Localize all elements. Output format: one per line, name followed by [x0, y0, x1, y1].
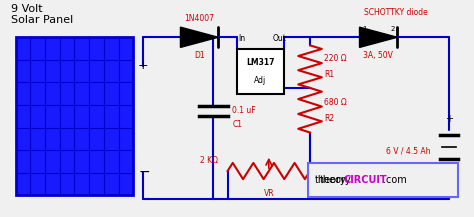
Text: Out: Out — [273, 34, 286, 43]
Text: D1: D1 — [194, 51, 205, 61]
Text: theory: theory — [320, 175, 352, 185]
Text: 9 Volt
Solar Panel: 9 Volt Solar Panel — [11, 3, 73, 25]
Text: C1: C1 — [232, 120, 242, 129]
Text: R2: R2 — [324, 114, 334, 123]
Text: 3A, 50V: 3A, 50V — [364, 51, 393, 61]
Text: CIRCUIT: CIRCUIT — [344, 175, 388, 185]
Text: 220 Ω: 220 Ω — [324, 54, 347, 63]
Text: Adj: Adj — [255, 76, 267, 85]
Text: LM317: LM317 — [246, 58, 275, 67]
Text: 1N4007: 1N4007 — [184, 14, 214, 23]
Text: −: − — [138, 165, 150, 179]
Text: SLA BATTERY: SLA BATTERY — [380, 163, 430, 171]
Text: 680 Ω: 680 Ω — [324, 98, 347, 107]
Text: theory: theory — [315, 175, 346, 185]
Text: +: + — [138, 59, 149, 72]
Text: .com: .com — [383, 175, 406, 185]
Text: +: + — [445, 114, 453, 124]
Text: In: In — [238, 34, 245, 43]
FancyBboxPatch shape — [308, 163, 458, 197]
Text: 1: 1 — [362, 26, 366, 32]
Polygon shape — [359, 27, 397, 47]
Text: 2 KΩ: 2 KΩ — [200, 156, 218, 165]
Text: VR: VR — [264, 189, 274, 198]
Text: SCHOTTKY diode: SCHOTTKY diode — [364, 8, 428, 17]
Polygon shape — [181, 27, 218, 47]
Text: 0.1 uF: 0.1 uF — [232, 106, 256, 115]
Text: 6 V / 4.5 Ah: 6 V / 4.5 Ah — [386, 146, 430, 155]
Bar — [237, 49, 284, 94]
Text: R1: R1 — [324, 70, 334, 79]
Bar — [16, 37, 133, 195]
Bar — [16, 37, 133, 195]
Text: 2: 2 — [391, 26, 395, 32]
